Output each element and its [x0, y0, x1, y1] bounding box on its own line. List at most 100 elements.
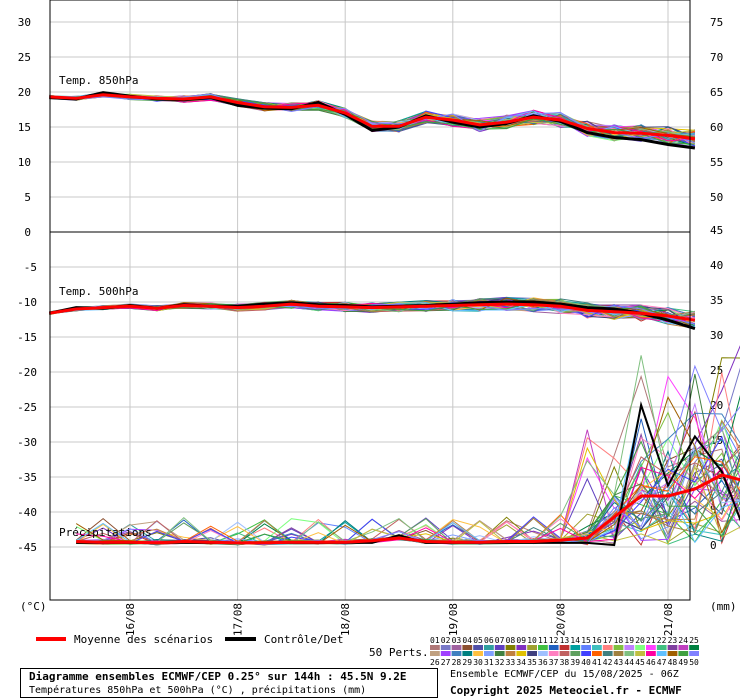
pert-swatch [451, 651, 462, 656]
legend-perts-label: 50 Perts. [369, 646, 429, 659]
pert-swatch [451, 645, 462, 650]
pert-number: 28 [452, 658, 462, 667]
pert-number: 22 [657, 636, 667, 645]
y-tick-label-left: -35 [17, 471, 37, 484]
y-tick-label-left: -10 [17, 296, 37, 309]
y-tick-label-right: 65 [710, 86, 723, 99]
y-tick-label-right: 35 [710, 294, 723, 307]
pert-number: 09 [516, 636, 526, 645]
y-tick-label-right: 70 [710, 51, 723, 64]
pert-swatch [430, 645, 440, 650]
member-line-precip [76, 357, 740, 546]
panel-label-precip: Précipitations [59, 526, 152, 539]
x-tick-label: 19/08 [447, 603, 460, 636]
x-tick-label: 16/08 [124, 603, 137, 636]
member-line-precip [76, 466, 740, 545]
y-tick-label-right: 50 [710, 191, 723, 204]
pert-number: 05 [473, 636, 483, 645]
pert-number: 17 [603, 636, 613, 645]
y-tick-label-left: -25 [17, 401, 37, 414]
pert-number: 42 [603, 658, 613, 667]
pert-swatch [548, 651, 559, 656]
pert-swatch [559, 651, 570, 656]
pert-swatch [494, 651, 505, 656]
pert-number: 48 [668, 658, 678, 667]
mean-line-t850 [49, 93, 696, 141]
pert-number: 40 [581, 658, 591, 667]
control-line-precip [76, 401, 740, 547]
panel-label-t500: Temp. 500hPa [59, 285, 138, 298]
pert-number: 26 [430, 658, 440, 667]
pert-number: 18 [614, 636, 624, 645]
pert-swatch [430, 651, 440, 656]
control-line-t850 [49, 91, 696, 150]
pert-swatch [624, 651, 635, 656]
pert-swatch [462, 651, 473, 656]
pert-number: 04 [462, 636, 472, 645]
y-tick-label-left: -15 [17, 331, 37, 344]
pert-number: 14 [570, 636, 580, 645]
axis-ticks: 302520151050-5-10-15-20-25-30-35-40-4575… [17, 16, 723, 636]
pert-swatch [602, 651, 613, 656]
pert-swatch [516, 651, 527, 656]
pert-swatch [440, 645, 451, 650]
pert-number: 35 [527, 658, 537, 667]
pert-swatch [667, 651, 678, 656]
pert-swatch [667, 645, 678, 650]
y-tick-label-left: 25 [18, 51, 31, 64]
pert-number: 45 [635, 658, 645, 667]
y-tick-label-right: 40 [710, 259, 723, 272]
pert-number: 06 [484, 636, 494, 645]
pert-swatch [473, 645, 483, 650]
copyright: Copyright 2025 Meteociel.fr - ECMWF [450, 684, 682, 697]
pert-number: 39 [570, 658, 580, 667]
member-line-precip [75, 402, 740, 545]
pert-number: 07 [495, 636, 505, 645]
chart-grid [50, 0, 690, 600]
pert-number: 38 [560, 658, 570, 667]
pert-swatch [678, 645, 689, 650]
pert-swatch [656, 651, 667, 656]
ensemble-chart: 302520151050-5-10-15-20-25-30-35-40-4575… [17, 0, 740, 667]
y-tick-label-left: -40 [17, 506, 37, 519]
pert-number: 08 [506, 636, 516, 645]
pert-number: 41 [592, 658, 602, 667]
y-tick-label-left: 0 [24, 226, 31, 239]
y-tick-label-right: 60 [710, 121, 723, 134]
member-line-precip [76, 395, 740, 546]
pert-swatch [538, 645, 548, 650]
member-line-t850 [49, 93, 696, 147]
pert-swatch [484, 645, 494, 650]
pert-swatch [462, 645, 473, 650]
y-tick-label-left: -45 [17, 541, 37, 554]
pert-number: 46 [646, 658, 656, 667]
y-tick-label-right: 30 [710, 329, 723, 342]
lower-panel-frame [49, 231, 691, 601]
footer-subtitle: Températures 850hPa et 500hPa (°C) , pré… [29, 685, 367, 696]
y-tick-label-left: -30 [17, 436, 37, 449]
pert-number: 33 [506, 658, 516, 667]
x-tick-label: 18/08 [339, 603, 352, 636]
pert-swatch [581, 645, 591, 650]
pert-swatch [689, 645, 699, 650]
x-tick-label: 20/08 [554, 603, 567, 636]
y-tick-label-left: -5 [24, 261, 37, 274]
pert-number: 21 [646, 636, 656, 645]
footer-title: Diagramme ensembles ECMWF/CEP 0.25° sur … [29, 670, 407, 683]
member-line-precip [76, 402, 740, 545]
pert-number: 11 [538, 636, 548, 645]
member-line-precip [76, 355, 740, 545]
pert-swatch [559, 645, 570, 650]
pert-swatch [581, 651, 591, 656]
legend-control-label: Contrôle/Det [264, 633, 343, 646]
legend-mean-label: Moyenne des scénarios [74, 633, 213, 646]
pert-number: 47 [657, 658, 667, 667]
pert-swatch [613, 651, 624, 656]
pert-number: 27 [441, 658, 451, 667]
y-tick-label-left: 10 [18, 156, 31, 169]
y-tick-label-left: 5 [24, 191, 31, 204]
pert-number: 49 [678, 658, 688, 667]
x-tick-label: 17/08 [232, 603, 245, 636]
pert-number: 12 [549, 636, 559, 645]
pert-swatch [538, 651, 548, 656]
